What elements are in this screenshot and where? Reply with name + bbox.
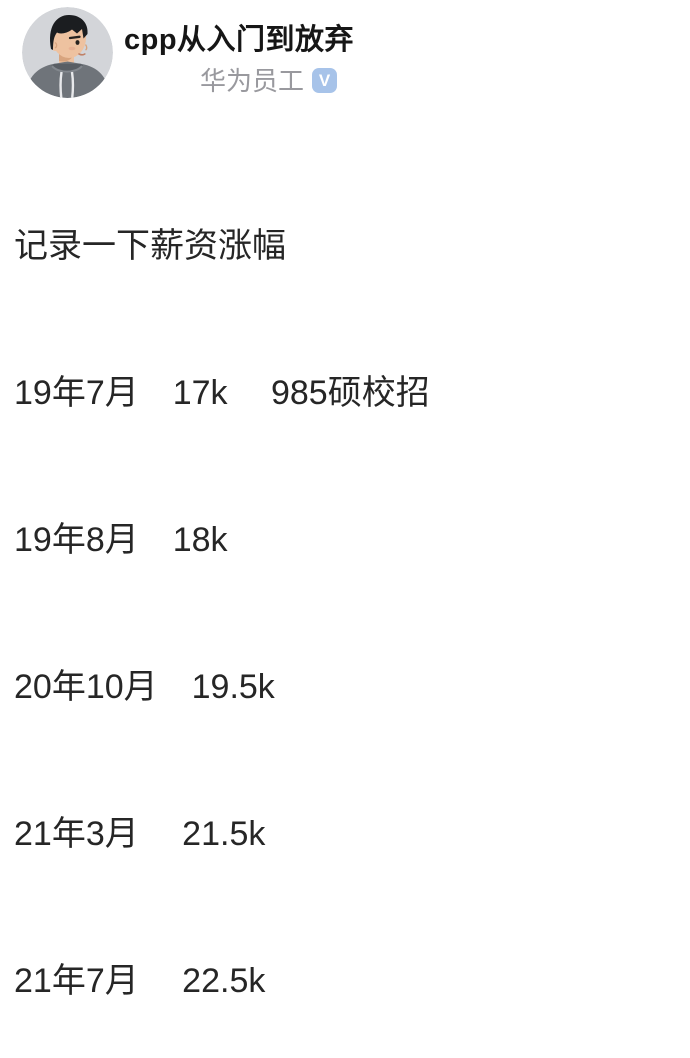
post-line: 19年8月 18k: [14, 521, 228, 559]
user-subtitle: 华为员工 V: [200, 61, 338, 98]
post-content: 记录一下薪资涨幅 19年7月 17k 985硕校招 19年8月 18k 20年1…: [14, 124, 684, 1058]
avatar-illustration: [22, 7, 113, 98]
verified-badge-icon: V: [312, 68, 338, 93]
post-line: 20年10月 19.5k: [14, 668, 275, 706]
post-line: 记录一下薪资涨幅: [14, 227, 286, 265]
avatar[interactable]: [22, 7, 113, 98]
post-line: 19年7月 17k 985硕校招: [14, 374, 430, 412]
post-line: 21年7月 22.5k: [14, 962, 266, 1000]
post-screenshot: cpp从入门到放弃 华为员工 V 记录一下薪资涨幅 19年7月 17k 985硕…: [14, 7, 430, 1000]
username[interactable]: cpp从入门到放弃: [124, 24, 355, 56]
subtitle-label: 华为员工: [200, 66, 305, 96]
post-line: 21年3月 21.5k: [14, 815, 266, 853]
